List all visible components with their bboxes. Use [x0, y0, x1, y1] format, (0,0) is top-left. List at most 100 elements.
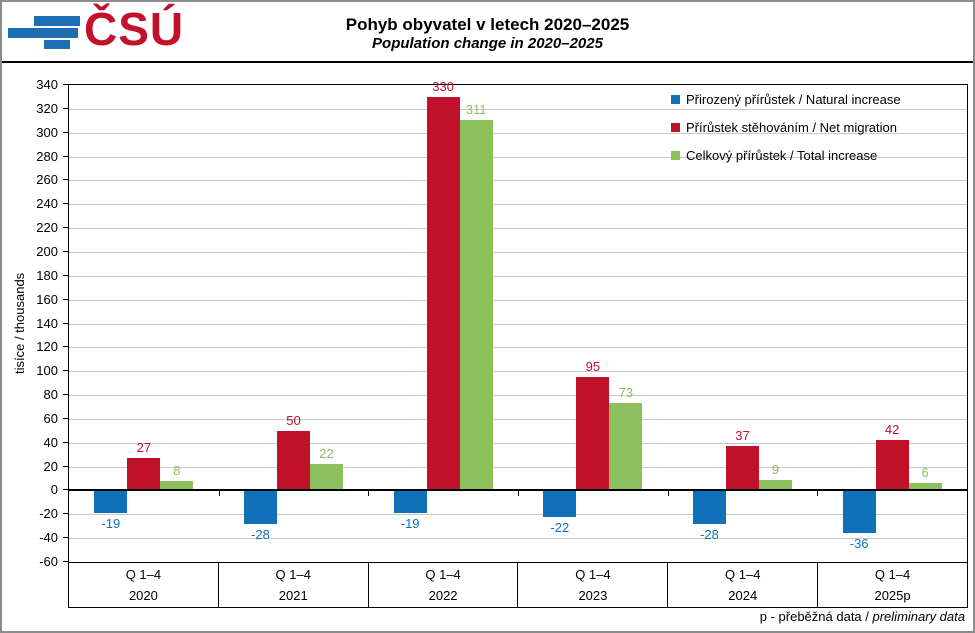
gridline	[69, 251, 967, 253]
bar-value-label: -36	[849, 536, 869, 552]
legend-swatch-icon	[671, 95, 680, 104]
bar-natural-2022	[393, 490, 427, 514]
y-tick-mark	[63, 179, 68, 181]
bar-natural-2020	[94, 490, 128, 514]
y-tick-mark	[63, 370, 68, 372]
y-tick-mark	[63, 203, 68, 205]
bar-value-label: 42	[884, 422, 900, 438]
bar-value-label: 50	[286, 412, 301, 428]
category-cell-2022: Q 1–4 2022	[369, 563, 519, 607]
gridline	[69, 275, 967, 277]
bar-natural-2021	[244, 490, 277, 524]
y-tick-label: 160	[36, 291, 58, 307]
gridline	[69, 395, 967, 397]
category-cell-2023: Q 1–4 2023	[518, 563, 669, 607]
zero-line-tick	[218, 491, 220, 497]
gridline	[69, 204, 967, 206]
y-tick-mark	[63, 561, 68, 562]
category-cell-2021: Q 1–4 2021	[219, 563, 369, 607]
y-tick-label: 140	[36, 315, 58, 331]
legend-item: Přírůstek stěhováním / Net migration	[671, 120, 901, 135]
gridline	[69, 418, 967, 420]
y-axis: -60 -40 -20 0 20 40 60 80 100 120 140 160 180 200 220 2…	[0, 77, 68, 569]
y-tick-label: 100	[36, 363, 58, 379]
legend-label: Celkový přírůstek / Total increase	[686, 148, 878, 163]
bar-value-label: 37	[735, 428, 750, 444]
gridline	[69, 538, 967, 540]
zero-line-tick	[667, 491, 669, 497]
chart-subtitle: Population change in 2020–2025	[372, 35, 603, 53]
bar-migration-2024	[726, 446, 759, 491]
category-year-label: 2025p	[874, 588, 911, 603]
y-tick-label: 0	[50, 482, 58, 498]
logo-stripe-bottom	[44, 40, 70, 49]
category-year-label: 2020	[128, 588, 158, 603]
y-tick-label: 340	[36, 77, 58, 92]
gridline	[69, 347, 967, 349]
y-tick-label: 40	[43, 434, 58, 450]
gridline	[69, 180, 967, 182]
header-divider	[0, 61, 975, 63]
category-quarter-label: Q 1–4	[725, 567, 761, 582]
category-cell-2024: Q 1–4 2024	[668, 563, 819, 607]
csu-logo: ČSÚ	[8, 3, 183, 60]
bar-natural-2024	[693, 490, 726, 524]
legend-label: Přírůstek stěhováním / Net migration	[686, 120, 897, 135]
category-quarter-label: Q 1–4	[425, 567, 461, 582]
y-tick-mark	[63, 489, 68, 491]
y-tick-label: 80	[43, 387, 58, 403]
bar-total-2023	[609, 403, 643, 491]
y-tick-label: 300	[36, 124, 58, 140]
y-tick-mark	[63, 227, 68, 229]
y-tick-mark	[63, 298, 68, 300]
y-tick-label: 280	[36, 148, 58, 164]
y-tick-mark	[63, 465, 68, 467]
y-tick-label: -20	[39, 506, 58, 522]
y-tick-mark	[63, 513, 68, 515]
y-tick-mark	[63, 322, 68, 324]
y-tick-mark	[63, 155, 68, 157]
gridline	[69, 323, 967, 325]
category-year-label: 2022	[428, 588, 458, 603]
gridline	[69, 108, 967, 110]
bar-migration-2021	[277, 430, 310, 491]
y-tick-mark	[63, 250, 68, 252]
category-cell-2020: Q 1–4 2020	[69, 563, 219, 607]
legend-swatch-icon	[671, 151, 680, 160]
category-quarter-label: Q 1–4	[275, 567, 311, 582]
bar-value-label: -19	[400, 516, 420, 532]
category-year-label: 2021	[278, 588, 308, 603]
bar-value-label: 73	[618, 385, 634, 401]
category-year-label: 2024	[728, 588, 758, 603]
y-tick-mark	[63, 346, 68, 348]
bar-migration-2020	[127, 458, 161, 491]
y-tick-mark	[63, 537, 68, 539]
bar-value-label: 311	[465, 101, 487, 117]
zero-line-tick	[368, 491, 370, 497]
bar-value-label: 6	[921, 465, 929, 481]
logo-stripe-middle	[8, 28, 78, 38]
gridline	[69, 299, 967, 301]
chart-title: Pohyb obyvatel v letech 2020–2025	[345, 15, 630, 34]
y-tick-label: 240	[36, 196, 58, 212]
legend-label: Přirozený přírůstek / Natural increase	[686, 92, 901, 107]
logo-text: ČSÚ	[84, 3, 185, 55]
y-tick-label: 120	[36, 339, 58, 355]
bar-value-label: -19	[101, 516, 121, 532]
footnote-english: preliminary data	[872, 609, 966, 624]
gridline	[69, 371, 967, 373]
plot-area: Přirozený přírůstek / Natural increase Př…	[68, 79, 968, 563]
category-quarter-label: Q 1–4	[874, 567, 911, 582]
bar-natural-2023	[543, 490, 577, 517]
category-cell-2025p: Q 1–4 2025p	[818, 563, 967, 607]
y-tick-label: 220	[36, 220, 58, 236]
category-quarter-label: Q 1–4	[575, 567, 611, 582]
y-tick-label: 260	[36, 172, 58, 188]
y-tick-label: 20	[43, 458, 58, 474]
gridline	[69, 156, 967, 158]
y-tick-label: -60	[39, 554, 58, 569]
bar-total-2021	[310, 464, 343, 491]
zero-line-tick	[817, 491, 819, 497]
legend-item: Celkový přírůstek / Total increase	[671, 148, 901, 163]
bar-total-2025p	[908, 483, 942, 491]
